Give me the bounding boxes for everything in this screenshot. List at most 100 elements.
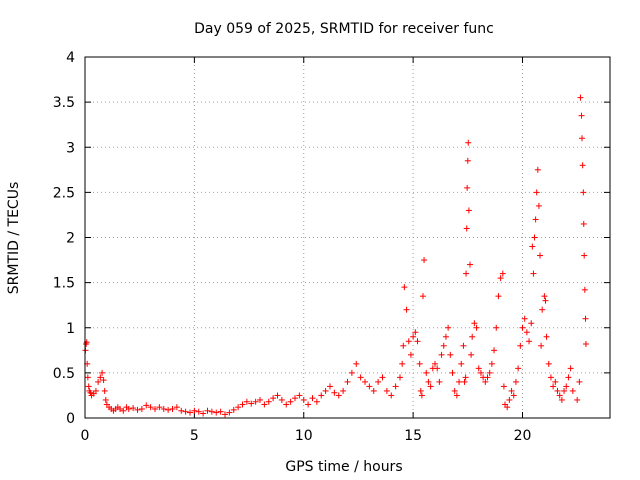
y-tick-label: 1.5 <box>53 276 75 292</box>
data-point <box>366 383 373 390</box>
data-point <box>529 243 536 250</box>
data-point <box>425 378 432 385</box>
data-point <box>578 112 585 119</box>
data-point <box>577 94 584 101</box>
data-point <box>526 338 533 345</box>
data-point <box>335 392 342 399</box>
data-point <box>412 329 419 336</box>
y-tick-label: 2 <box>66 231 75 247</box>
data-point <box>463 270 470 277</box>
data-point <box>400 342 407 349</box>
data-point <box>580 220 587 227</box>
axis-tick-labels: 0 5 10 15 20 0 0.5 1 1.5 2 2.5 3 3.5 4 <box>53 50 532 444</box>
data-point <box>322 387 329 394</box>
plot-frame <box>84 56 611 419</box>
data-point <box>87 389 94 396</box>
data-point <box>213 409 220 416</box>
data-point <box>539 306 546 313</box>
x-axis-label: GPS time / hours <box>285 459 402 475</box>
data-point <box>187 409 193 416</box>
data-point <box>418 392 425 399</box>
data-point <box>191 407 198 414</box>
data-point <box>451 387 458 394</box>
data-point <box>512 378 519 385</box>
data-point <box>117 405 123 412</box>
data-point <box>580 189 587 196</box>
data-point <box>563 383 570 390</box>
data-point <box>130 405 137 412</box>
data-point <box>565 374 572 381</box>
data-point <box>100 377 107 384</box>
data-point <box>405 338 412 345</box>
data-point <box>574 396 581 403</box>
data-point <box>414 338 421 345</box>
y-tick-label: 4 <box>66 50 75 66</box>
y-tick-label: 1 <box>66 321 75 337</box>
data-point <box>344 378 351 385</box>
data-point <box>399 360 406 367</box>
data-point <box>379 374 386 381</box>
data-point <box>500 383 507 390</box>
data-point <box>473 324 480 331</box>
data-point <box>383 387 390 394</box>
data-point <box>523 329 530 336</box>
data-point <box>534 166 541 173</box>
data-point <box>156 404 163 411</box>
data-point <box>504 404 511 411</box>
data-point <box>458 360 465 367</box>
data-point <box>257 396 263 403</box>
data-point <box>554 387 561 394</box>
data-point <box>477 369 484 376</box>
data-point <box>357 374 364 381</box>
data-point <box>92 387 99 394</box>
data-point <box>222 411 228 418</box>
data-point <box>531 234 538 241</box>
data-point <box>582 315 589 322</box>
data-point <box>416 360 423 367</box>
data-point <box>417 387 424 394</box>
data-point <box>434 365 441 372</box>
x-tick-label: 15 <box>404 428 422 444</box>
data-point <box>101 387 108 394</box>
data-point <box>515 365 522 372</box>
data-point <box>278 396 285 403</box>
x-tick-label: 10 <box>295 428 313 444</box>
data-point <box>464 157 471 164</box>
data-point <box>442 333 449 340</box>
data-point <box>541 293 548 300</box>
data-point <box>178 407 185 414</box>
data-point <box>495 293 502 300</box>
data-point <box>521 315 528 322</box>
data-point <box>152 405 158 412</box>
data-point <box>567 365 574 372</box>
data-point <box>471 320 478 327</box>
data-point <box>447 351 454 358</box>
data-point <box>486 369 493 376</box>
data-point <box>537 252 543 259</box>
data-point <box>147 404 154 411</box>
data-point <box>543 333 550 340</box>
data-point <box>453 392 460 399</box>
data-point <box>532 216 539 223</box>
data-point <box>421 257 428 264</box>
data-point <box>569 387 576 394</box>
data-point <box>499 270 506 277</box>
data-point <box>208 408 215 415</box>
data-point <box>462 374 469 381</box>
data-points <box>82 94 589 418</box>
data-point <box>467 261 473 268</box>
data-point <box>460 342 467 349</box>
data-point <box>403 306 410 313</box>
data-point <box>427 383 434 390</box>
data-point <box>388 392 395 399</box>
data-point <box>239 401 246 408</box>
data-point <box>261 401 268 408</box>
data-point <box>550 383 557 390</box>
data-point <box>97 374 104 381</box>
data-point <box>309 395 316 402</box>
data-point <box>283 401 290 408</box>
data-point <box>252 398 259 405</box>
data-point <box>579 135 585 142</box>
data-point <box>120 407 127 414</box>
data-point <box>449 369 456 376</box>
